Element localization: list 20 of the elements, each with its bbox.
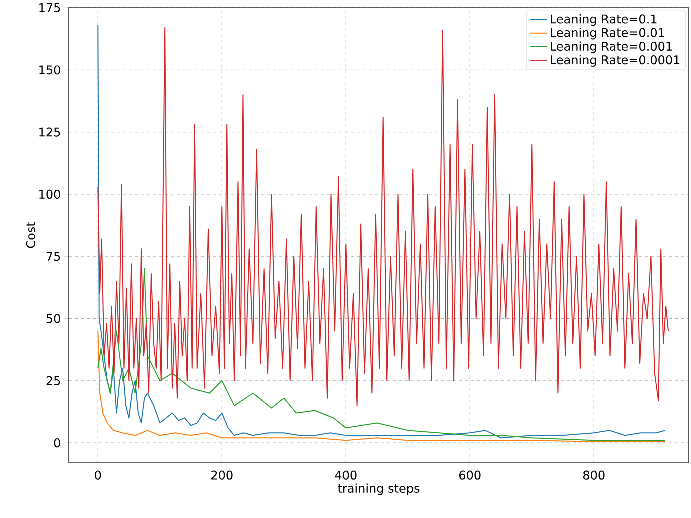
x-tick-label: 400 — [335, 470, 357, 480]
x-tick-label: 200 — [212, 470, 233, 480]
legend-label: Leaning Rate=0.01 — [551, 28, 664, 40]
y-axis-title: Cost — [26, 222, 36, 248]
y-tick-label: 50 — [46, 314, 60, 324]
x-tick-label: 0 — [95, 470, 102, 480]
y-tick-label: 75 — [46, 252, 60, 262]
x-tick-label: 800 — [584, 470, 605, 480]
y-tick-label: 125 — [40, 128, 60, 137]
legend-label: Leaning Rate=0.1 — [551, 14, 657, 26]
x-axis-title: training steps — [338, 484, 420, 496]
legend-label: Leaning Rate=0.001 — [551, 42, 672, 54]
y-tick-label: 25 — [46, 376, 60, 386]
y-tick-label: 150 — [40, 66, 60, 75]
y-tick-label: 175 — [40, 4, 60, 12]
legend-label: Leaning Rate=0.0001 — [551, 55, 680, 67]
x-tick-label: 600 — [460, 470, 481, 480]
y-tick-label: 0 — [54, 438, 60, 448]
y-tick-label: 100 — [40, 190, 60, 200]
line-series — [98, 268, 666, 442]
